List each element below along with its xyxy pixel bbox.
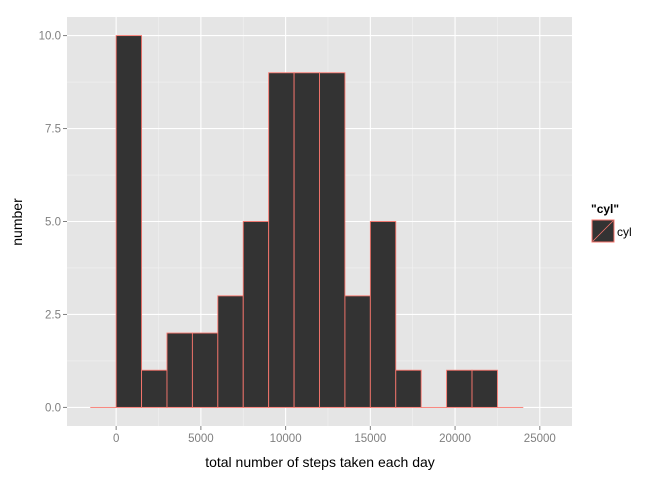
x-tick-label: 15000 bbox=[354, 433, 386, 445]
histogram-bar bbox=[116, 36, 141, 408]
legend-title: "cyl" bbox=[591, 202, 619, 216]
y-axis-title: number bbox=[9, 198, 25, 246]
histogram-bar bbox=[320, 73, 345, 408]
histogram-bar bbox=[218, 296, 243, 408]
x-tick-label: 10000 bbox=[270, 433, 302, 445]
y-tick-label: 2.5 bbox=[45, 309, 61, 321]
x-axis-title: total number of steps taken each day bbox=[205, 454, 435, 470]
y-axis: 0.0 2.5 5.0 7.5 10.0 bbox=[39, 31, 67, 415]
histogram-bar bbox=[243, 222, 268, 408]
histogram-bar bbox=[472, 370, 497, 407]
y-tick-label: 7.5 bbox=[45, 124, 61, 136]
x-tick-label: 0 bbox=[113, 433, 119, 445]
histogram-bar bbox=[167, 333, 192, 407]
histogram-bar bbox=[370, 222, 395, 408]
y-tick-label: 0.0 bbox=[45, 402, 61, 414]
histogram-bar bbox=[396, 370, 421, 407]
histogram-bar bbox=[294, 73, 319, 408]
legend: "cyl" cyl bbox=[591, 202, 632, 242]
histogram-bar bbox=[447, 370, 472, 407]
y-tick-label: 10.0 bbox=[39, 31, 61, 43]
histogram-bar bbox=[192, 333, 217, 407]
x-axis: 0 5000 10000 15000 20000 25000 bbox=[113, 426, 556, 445]
legend-item-label: cyl bbox=[617, 225, 632, 239]
x-tick-label: 5000 bbox=[188, 433, 214, 445]
histogram-bar bbox=[345, 296, 370, 408]
histogram-bar bbox=[269, 73, 294, 408]
histogram-bar bbox=[142, 370, 167, 407]
y-tick-label: 5.0 bbox=[45, 217, 61, 229]
x-tick-label: 25000 bbox=[524, 433, 556, 445]
x-tick-label: 20000 bbox=[439, 433, 471, 445]
